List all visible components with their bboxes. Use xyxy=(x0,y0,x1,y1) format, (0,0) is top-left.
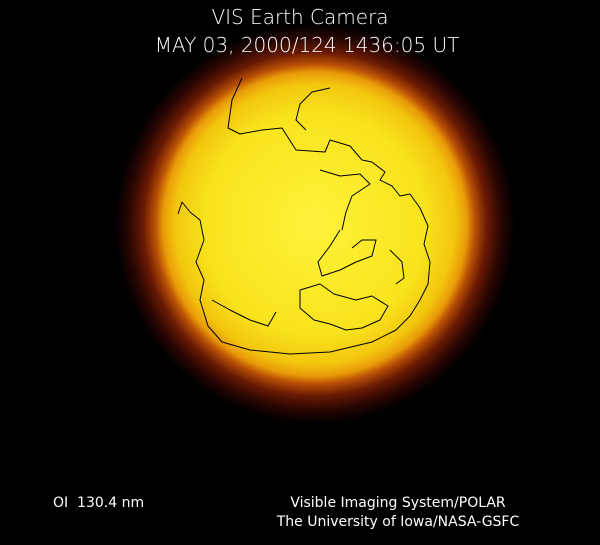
title: VIS Earth Camera xyxy=(211,5,388,29)
coastlines xyxy=(177,77,431,355)
wavelength: OI 130.4 nm xyxy=(53,495,144,511)
timestamp: MAY 03, 2000/124 1436:05 UT xyxy=(155,33,460,57)
instrument: Visible Imaging System/POLAR xyxy=(290,495,506,511)
earth-disk xyxy=(115,24,515,424)
institution: The University of Iowa/NASA-GSFC xyxy=(276,514,520,530)
